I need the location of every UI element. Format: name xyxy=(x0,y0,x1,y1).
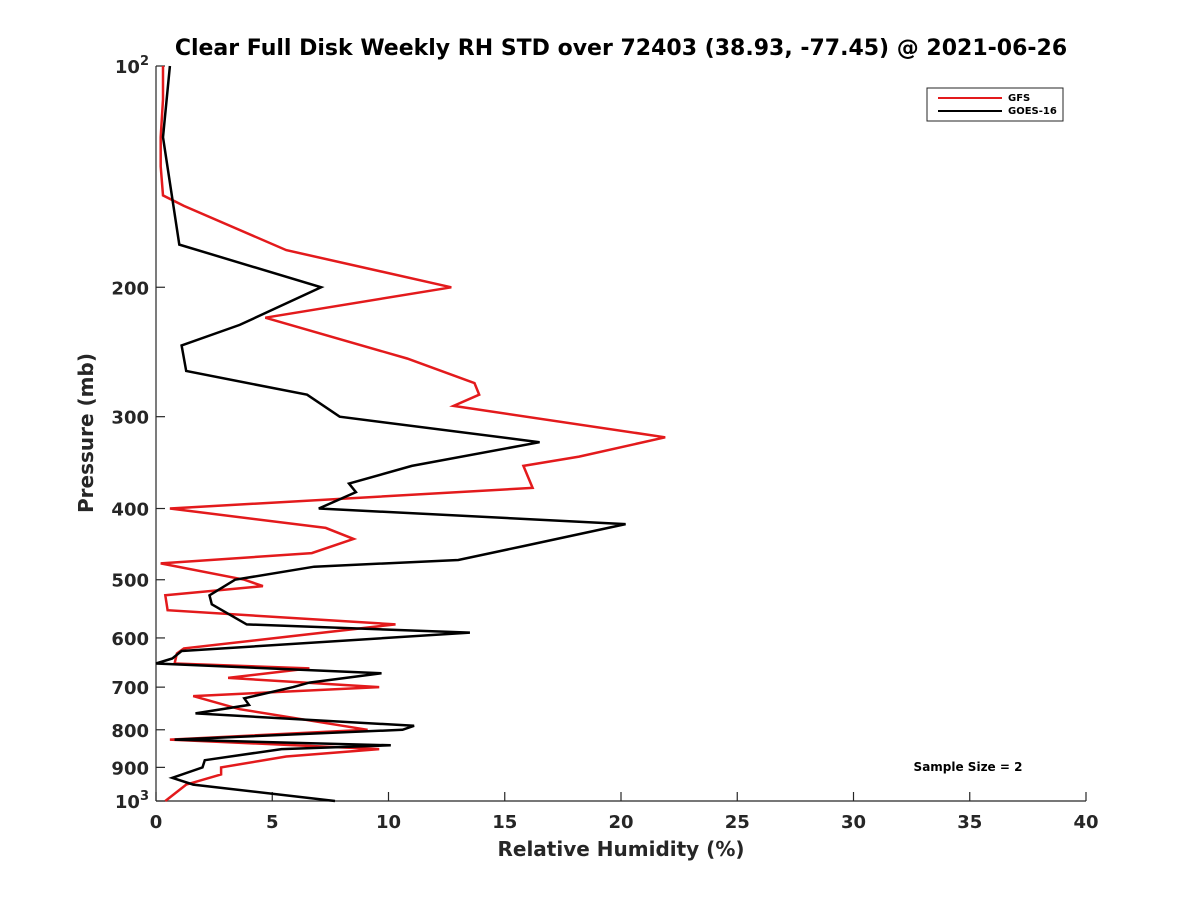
y-tick-label-9: 103 xyxy=(115,789,149,813)
y-axis-label: Pressure (mb) xyxy=(74,353,98,513)
legend: GFS GOES-16 xyxy=(926,87,1064,122)
series-line-gfs xyxy=(159,66,666,802)
y-tick-label-3: 400 xyxy=(111,500,149,521)
x-tick-label-2: 10 xyxy=(376,812,401,833)
chart-title: Clear Full Disk Weekly RH STD over 72403… xyxy=(175,36,1067,61)
x-tick-label-1: 5 xyxy=(266,812,279,833)
y-tick-label-8: 900 xyxy=(111,758,149,779)
x-ticks: 0 5 10 15 20 25 30 35 40 xyxy=(150,792,1099,833)
x-tick-label-3: 15 xyxy=(492,812,517,833)
y-tick-label-2: 300 xyxy=(111,408,149,429)
x-tick-label-5: 25 xyxy=(725,812,750,833)
series-line-goes-16 xyxy=(155,65,626,803)
x-axis-label: Relative Humidity (%) xyxy=(497,837,744,861)
x-tick-label-8: 40 xyxy=(1073,812,1098,833)
x-tick-label-6: 30 xyxy=(841,812,866,833)
y-tick-label-6: 700 xyxy=(111,678,149,699)
y-tick-label-0: 102 xyxy=(115,54,149,78)
y-tick-label-1: 200 xyxy=(111,278,149,299)
x-tick-label-7: 35 xyxy=(957,812,982,833)
series-layer xyxy=(155,65,666,803)
x-tick-label-0: 0 xyxy=(150,812,163,833)
legend-label-goes16: GOES-16 xyxy=(1008,106,1057,117)
y-ticks: 102 200 300 400 500 600 700 800 900 103 xyxy=(111,54,165,813)
y-tick-label-5: 600 xyxy=(111,629,149,650)
y-tick-label-7: 800 xyxy=(111,721,149,742)
legend-box xyxy=(926,87,1064,122)
y-tick-label-4: 500 xyxy=(111,571,149,592)
sample-size-annotation: Sample Size = 2 xyxy=(914,760,1023,774)
legend-label-gfs: GFS xyxy=(1008,93,1030,104)
x-tick-label-4: 20 xyxy=(608,812,633,833)
